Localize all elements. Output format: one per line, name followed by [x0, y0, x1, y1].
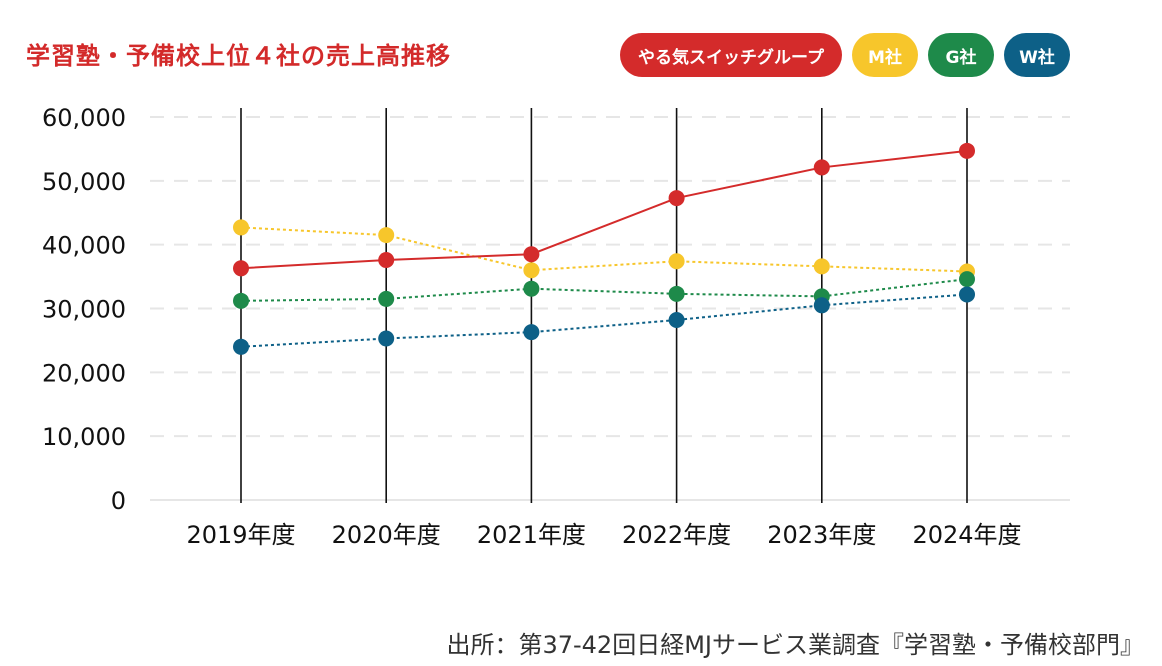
- y-tick-label: 30,000: [42, 296, 126, 324]
- data-point: [378, 227, 395, 244]
- y-tick-label: 60,000: [42, 104, 126, 132]
- data-point: [378, 330, 395, 347]
- data-point: [813, 297, 830, 314]
- data-point: [523, 262, 540, 279]
- data-point: [813, 159, 830, 176]
- legend-item-w: W社: [1004, 33, 1070, 77]
- data-point: [813, 258, 830, 275]
- x-tick-label: 2024年度: [912, 521, 1021, 549]
- series-0: [233, 142, 975, 277]
- legend-item-g: G社: [928, 33, 994, 77]
- data-point: [523, 324, 540, 341]
- series-line: [240, 226, 968, 273]
- legend-label-g: G社: [945, 47, 977, 68]
- data-point: [668, 311, 685, 328]
- x-tick-label: 2023年度: [767, 521, 876, 549]
- x-tick-label: 2021年度: [477, 521, 586, 549]
- y-tick-label: 0: [111, 487, 126, 515]
- series-line: [240, 293, 968, 348]
- x-tick-label: 2022年度: [622, 521, 731, 549]
- data-point: [668, 285, 685, 302]
- y-tick-label: 20,000: [42, 359, 126, 387]
- legend-label-yaruki: やる気スイッチグループ: [638, 47, 824, 68]
- series-3: [233, 286, 975, 355]
- data-point: [959, 142, 975, 159]
- data-point: [523, 280, 540, 297]
- legend-item-m: M社: [852, 33, 918, 77]
- chart-legend: やる気スイッチグループ M社 G社 W社: [620, 33, 1070, 77]
- legend-label-m: M社: [868, 47, 902, 68]
- data-point: [233, 260, 249, 277]
- data-point: [233, 338, 249, 355]
- data-point: [668, 253, 685, 270]
- legend-item-yaruki: やる気スイッチグループ: [620, 33, 842, 77]
- series-2: [233, 271, 975, 309]
- data-point: [668, 190, 685, 207]
- series-1: [233, 219, 975, 280]
- y-tick-label: 10,000: [42, 423, 126, 451]
- legend-label-w: W社: [1019, 47, 1055, 68]
- y-tick-label: 50,000: [42, 168, 126, 196]
- data-point: [233, 219, 249, 236]
- series-line: [240, 278, 968, 302]
- series-line: [240, 149, 968, 270]
- data-point: [959, 271, 975, 288]
- chart-title: 学習塾・予備校上位４社の売上高推移: [26, 42, 451, 70]
- y-tick-label: 40,000: [42, 232, 126, 260]
- x-tick-label: 2020年度: [332, 521, 441, 549]
- data-point: [233, 292, 249, 309]
- x-tick-label: 2019年度: [186, 521, 295, 549]
- data-point: [523, 246, 540, 263]
- data-point: [378, 290, 395, 307]
- data-point: [378, 251, 395, 268]
- source-note: 出所：第37-42回日経MJサービス業調査『学習塾・予備校部門』: [446, 631, 1144, 659]
- data-point: [959, 286, 975, 303]
